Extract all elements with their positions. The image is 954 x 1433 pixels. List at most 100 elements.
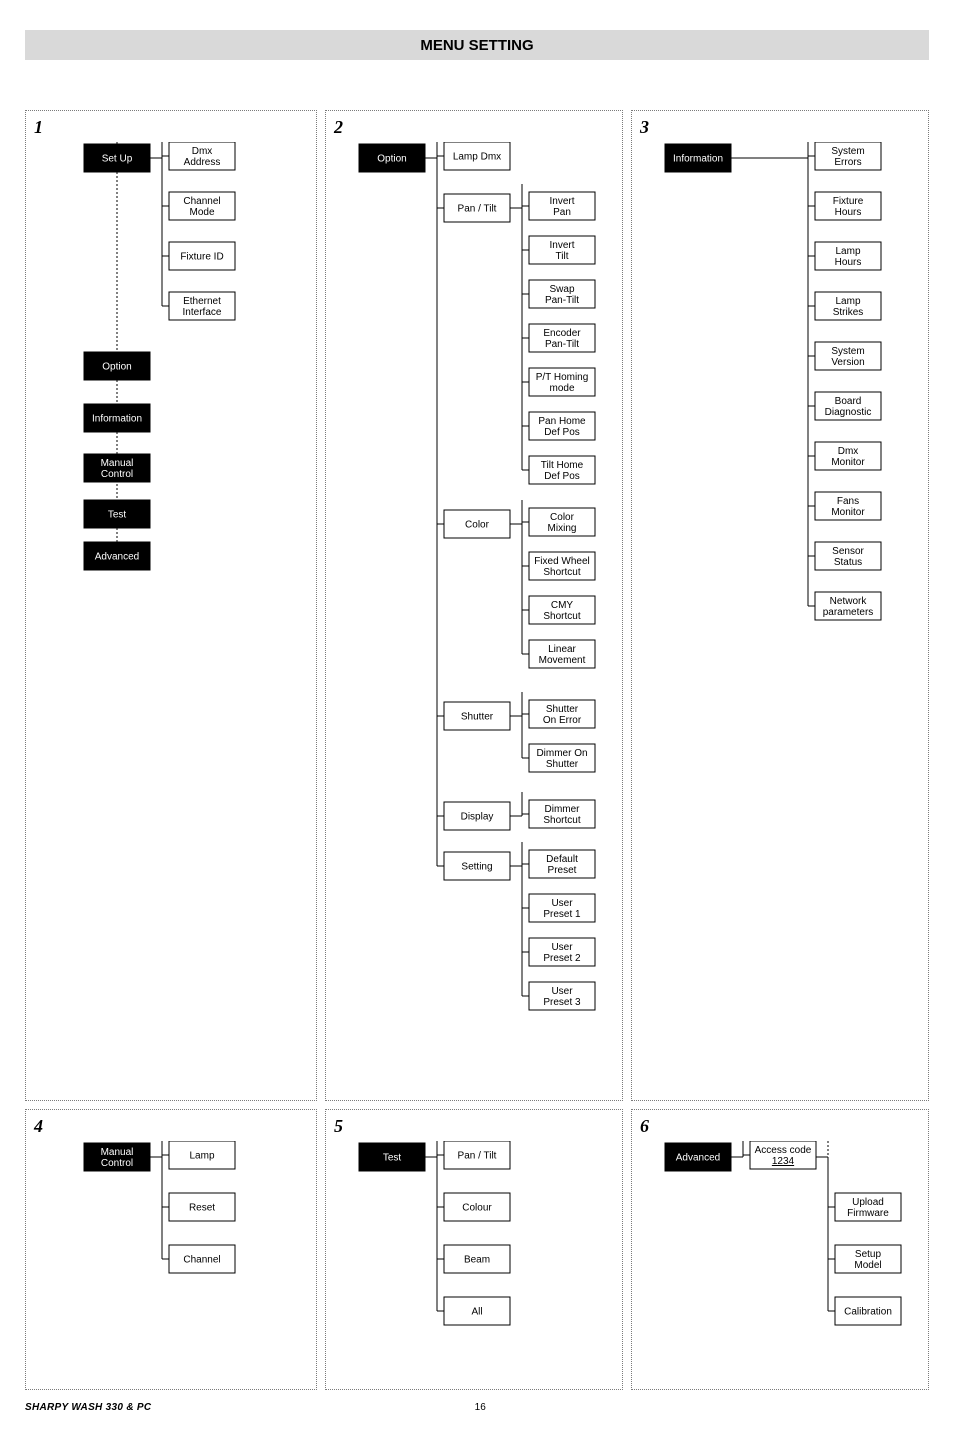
panels-grid: 1Set UpOptionInformationManualControlTes…: [25, 110, 929, 1390]
svg-text:parameters: parameters: [823, 607, 874, 618]
panel-6: 6AdvancedAccess code1234UploadFirmwareSe…: [631, 1109, 929, 1390]
svg-text:Preset 2: Preset 2: [543, 953, 581, 964]
panel-5: 5TestPan / TiltColourBeamAll: [325, 1109, 623, 1390]
svg-text:Def Pos: Def Pos: [544, 471, 580, 482]
node-channel: Channel: [169, 1245, 235, 1273]
svg-text:Lamp Dmx: Lamp Dmx: [453, 152, 501, 163]
node-setup: Set Up: [84, 144, 150, 172]
svg-text:Reset: Reset: [189, 1203, 215, 1214]
node-sysver: SystemVersion: [815, 342, 881, 370]
node-lamphrs: LampHours: [815, 242, 881, 270]
node-swap: SwapPan-Tilt: [529, 280, 595, 308]
svg-text:CMY: CMY: [551, 600, 574, 611]
svg-text:Test: Test: [383, 1153, 402, 1164]
node-panhome: Pan HomeDef Pos: [529, 412, 595, 440]
node-test5: Test: [359, 1143, 425, 1171]
svg-text:Display: Display: [461, 812, 494, 823]
panel-number: 4: [34, 1116, 308, 1137]
svg-text:Lamp: Lamp: [189, 1151, 214, 1162]
node-fixhrs: FixtureHours: [815, 192, 881, 220]
svg-text:Channel: Channel: [183, 1255, 220, 1266]
footer-product: SHARPY WASH 330 & PC: [25, 1402, 151, 1413]
svg-text:Encoder: Encoder: [543, 328, 581, 339]
node-test1: Test: [84, 500, 150, 528]
node-ptilt5: Pan / Tilt: [444, 1141, 510, 1169]
node-cmy: CMYShortcut: [529, 596, 595, 624]
svg-text:Invert: Invert: [549, 196, 574, 207]
svg-text:Dmx: Dmx: [192, 146, 213, 157]
node-lampstr: LampStrikes: [815, 292, 881, 320]
node-beam: Beam: [444, 1245, 510, 1273]
node-fixid: Fixture ID: [169, 242, 235, 270]
node-netparm: Networkparameters: [815, 592, 881, 620]
svg-text:Board: Board: [835, 396, 862, 407]
node-color: Color: [444, 510, 510, 538]
svg-text:Fans: Fans: [837, 496, 859, 507]
svg-text:Default: Default: [546, 854, 578, 865]
svg-text:System: System: [831, 146, 864, 157]
svg-text:Dimmer On: Dimmer On: [536, 748, 587, 759]
svg-text:Lamp: Lamp: [835, 246, 860, 257]
svg-text:Preset: Preset: [548, 865, 577, 876]
svg-text:Advanced: Advanced: [676, 1153, 720, 1164]
svg-text:Pan / Tilt: Pan / Tilt: [458, 204, 497, 215]
svg-text:Dimmer: Dimmer: [545, 804, 581, 815]
svg-text:Preset 1: Preset 1: [543, 909, 581, 920]
svg-text:Def Pos: Def Pos: [544, 427, 580, 438]
node-adv6: Advanced: [665, 1143, 731, 1171]
svg-text:Shutter: Shutter: [546, 704, 579, 715]
svg-text:Monitor: Monitor: [831, 507, 865, 518]
panel-number: 3: [640, 117, 920, 138]
node-dmxaddr: DmxAddress: [169, 142, 235, 170]
svg-text:Firmware: Firmware: [847, 1208, 889, 1219]
svg-text:Control: Control: [101, 1158, 133, 1169]
svg-text:Strikes: Strikes: [833, 307, 864, 318]
node-upload: UploadFirmware: [835, 1193, 901, 1221]
svg-text:Setup: Setup: [855, 1249, 882, 1260]
node-linear: LinearMovement: [529, 640, 595, 668]
svg-text:Manual: Manual: [101, 1147, 134, 1158]
node-encoder: EncoderPan-Tilt: [529, 324, 595, 352]
svg-text:Color: Color: [465, 520, 490, 531]
svg-text:Linear: Linear: [548, 644, 576, 655]
svg-text:On Error: On Error: [543, 715, 582, 726]
svg-text:Set Up: Set Up: [102, 154, 133, 165]
node-colmix: ColorMixing: [529, 508, 595, 536]
panel-1: 1Set UpOptionInformationManualControlTes…: [25, 110, 317, 1101]
node-defpre: DefaultPreset: [529, 850, 595, 878]
svg-text:Control: Control: [101, 469, 133, 480]
svg-text:User: User: [551, 942, 573, 953]
svg-text:Shutter: Shutter: [461, 712, 494, 723]
node-fws: Fixed WheelShortcut: [529, 552, 595, 580]
svg-text:Errors: Errors: [834, 157, 861, 168]
svg-text:Mixing: Mixing: [548, 523, 577, 534]
node-reset: Reset: [169, 1193, 235, 1221]
svg-text:Ethernet: Ethernet: [183, 296, 221, 307]
svg-text:Sensor: Sensor: [832, 546, 864, 557]
node-dmxmon: DmxMonitor: [815, 442, 881, 470]
svg-text:Shutter: Shutter: [546, 759, 579, 770]
node-pthome: P/T Homingmode: [529, 368, 595, 396]
svg-text:System: System: [831, 346, 864, 357]
svg-text:Information: Information: [92, 414, 142, 425]
panel-number: 2: [334, 117, 614, 138]
svg-text:Preset 3: Preset 3: [543, 997, 581, 1008]
svg-text:Hours: Hours: [835, 207, 862, 218]
svg-text:Shortcut: Shortcut: [543, 815, 580, 826]
svg-text:Address: Address: [184, 157, 221, 168]
footer-page-number: 16: [475, 1402, 486, 1413]
svg-text:User: User: [551, 986, 573, 997]
svg-text:Pan-Tilt: Pan-Tilt: [545, 339, 579, 350]
svg-text:Fixture ID: Fixture ID: [180, 252, 223, 263]
svg-text:Pan-Tilt: Pan-Tilt: [545, 295, 579, 306]
node-access: Access code1234: [750, 1141, 816, 1169]
svg-text:Movement: Movement: [539, 655, 586, 666]
svg-text:Invert: Invert: [549, 240, 574, 251]
svg-text:Status: Status: [834, 557, 862, 568]
svg-text:Option: Option: [377, 154, 406, 165]
node-colour: Colour: [444, 1193, 510, 1221]
svg-text:mode: mode: [549, 383, 574, 394]
node-advanced1: Advanced: [84, 542, 150, 570]
node-chmode: ChannelMode: [169, 192, 235, 220]
node-display: Display: [444, 802, 510, 830]
